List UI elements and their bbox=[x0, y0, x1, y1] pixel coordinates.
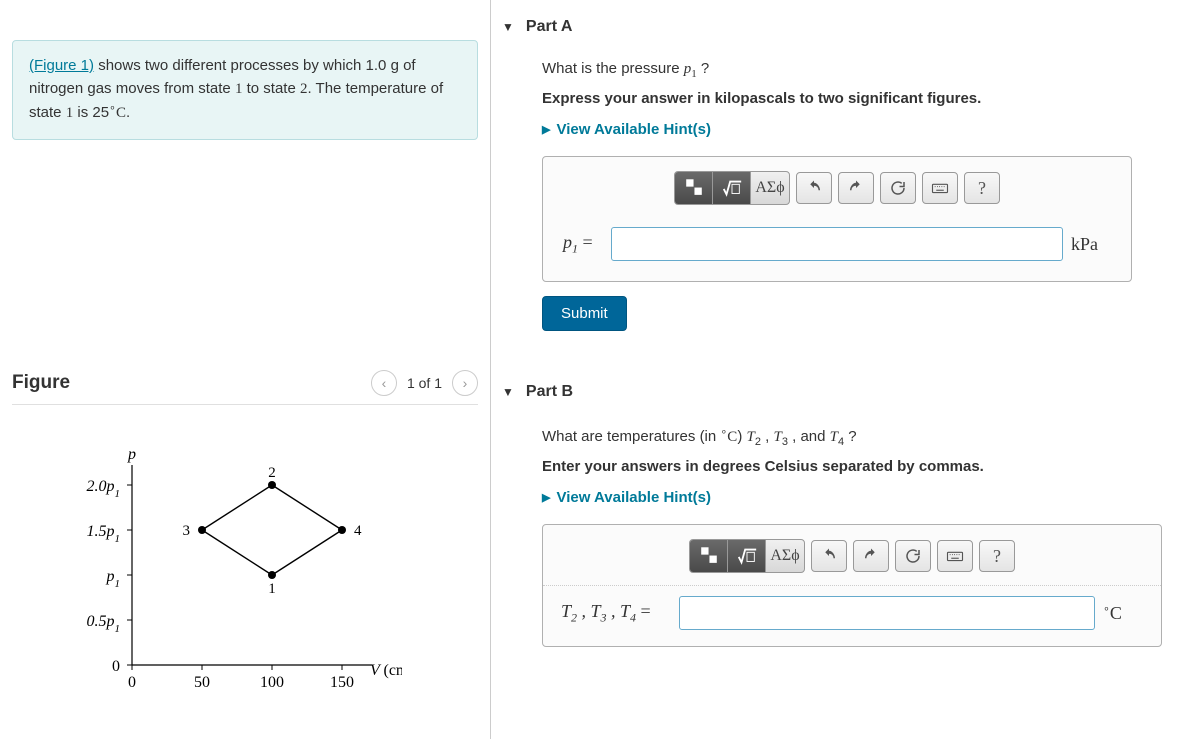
figure-title: Figure bbox=[12, 372, 70, 394]
figure-nav: ‹ 1 of 1 › bbox=[371, 370, 478, 396]
template-sqrt-button[interactable] bbox=[728, 540, 766, 572]
svg-text:2.0p1: 2.0p1 bbox=[87, 478, 121, 500]
figure-header: Figure ‹ 1 of 1 › bbox=[12, 370, 478, 405]
equation-toolbar: ΑΣϕ ? bbox=[543, 157, 1131, 217]
part-b-input-label: T2 , T3 , T4 = bbox=[561, 601, 671, 626]
template-sqrt-button[interactable] bbox=[713, 172, 751, 204]
help-button[interactable]: ? bbox=[964, 172, 1000, 204]
svg-text:1.5p1: 1.5p1 bbox=[87, 523, 121, 545]
template-fraction-button[interactable] bbox=[675, 172, 713, 204]
undo-button[interactable] bbox=[811, 540, 847, 572]
svg-text:V (cm³): V (cm³) bbox=[370, 662, 402, 679]
svg-text:1: 1 bbox=[268, 581, 276, 597]
figure-next-button[interactable]: › bbox=[452, 370, 478, 396]
part-a-answer-box: ΑΣϕ ? bbox=[542, 156, 1132, 282]
figure-nav-position: 1 of 1 bbox=[407, 375, 442, 391]
part-b-answer-box: ΑΣϕ ? bbox=[542, 524, 1162, 647]
part-b-unit: ∘C bbox=[1103, 602, 1143, 624]
chevron-right-icon: ▶ bbox=[542, 123, 550, 136]
help-button[interactable]: ? bbox=[979, 540, 1015, 572]
part-a-unit: kPa bbox=[1071, 234, 1111, 255]
svg-text:p: p bbox=[127, 446, 136, 463]
part-a-question: What is the pressure p1 ? bbox=[542, 60, 1188, 80]
part-a-input-label: p1 = bbox=[563, 232, 603, 257]
problem-statement: (Figure 1) shows two different processes… bbox=[12, 40, 478, 140]
redo-button[interactable] bbox=[853, 540, 889, 572]
part-b-answer-input[interactable] bbox=[679, 596, 1095, 630]
equation-toolbar: ΑΣϕ ? bbox=[543, 525, 1161, 585]
symbols-button[interactable]: ΑΣϕ bbox=[751, 172, 789, 204]
svg-text:3: 3 bbox=[183, 523, 191, 539]
svg-text:50: 50 bbox=[194, 674, 210, 691]
redo-button[interactable] bbox=[838, 172, 874, 204]
submit-button[interactable]: Submit bbox=[542, 296, 627, 331]
svg-text:0.5p1: 0.5p1 bbox=[87, 613, 121, 635]
figure-chart: 0 0.5p1 p1 1.5p1 2.0p1 p 0 bbox=[12, 405, 478, 709]
part-a-instruction: Express your answer in kilopascals to tw… bbox=[542, 90, 1188, 107]
template-fraction-button[interactable] bbox=[690, 540, 728, 572]
keyboard-button[interactable] bbox=[922, 172, 958, 204]
view-hints-link[interactable]: ▶ View Available Hint(s) bbox=[542, 489, 1188, 506]
svg-text:0: 0 bbox=[128, 674, 136, 691]
svg-text:0: 0 bbox=[112, 658, 120, 675]
part-a-title: Part A bbox=[526, 18, 573, 36]
collapse-icon: ▼ bbox=[502, 20, 514, 34]
reset-button[interactable] bbox=[895, 540, 931, 572]
chevron-right-icon: ▶ bbox=[542, 491, 550, 504]
part-a-answer-input[interactable] bbox=[611, 227, 1063, 261]
symbols-button[interactable]: ΑΣϕ bbox=[766, 540, 804, 572]
collapse-icon: ▼ bbox=[502, 385, 514, 399]
part-a-header[interactable]: ▼ Part A bbox=[502, 10, 1188, 44]
figure-prev-button[interactable]: ‹ bbox=[371, 370, 397, 396]
svg-text:p1: p1 bbox=[106, 568, 121, 590]
reset-button[interactable] bbox=[880, 172, 916, 204]
svg-text:4: 4 bbox=[354, 523, 362, 539]
view-hints-link[interactable]: ▶ View Available Hint(s) bbox=[542, 121, 1188, 138]
part-b-question: What are temperatures (in ∘C) T2 , T3 , … bbox=[542, 425, 1188, 448]
part-b-header[interactable]: ▼ Part B bbox=[502, 375, 1188, 409]
part-b-instruction: Enter your answers in degrees Celsius se… bbox=[542, 458, 1188, 475]
svg-text:2: 2 bbox=[268, 465, 276, 481]
part-b-title: Part B bbox=[526, 383, 573, 401]
figure-link[interactable]: (Figure 1) bbox=[29, 57, 94, 74]
undo-button[interactable] bbox=[796, 172, 832, 204]
keyboard-button[interactable] bbox=[937, 540, 973, 572]
svg-text:100: 100 bbox=[260, 674, 284, 691]
svg-text:150: 150 bbox=[330, 674, 354, 691]
